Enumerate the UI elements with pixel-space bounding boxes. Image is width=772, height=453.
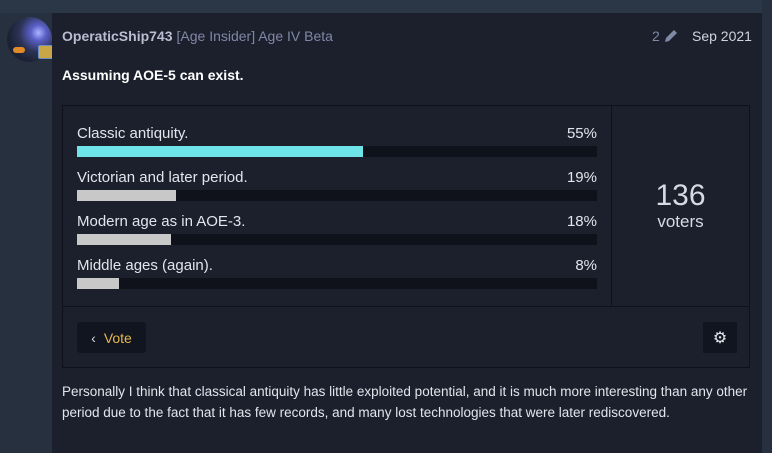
option-bar-fill xyxy=(77,278,119,289)
page-background xyxy=(762,0,772,453)
option-bar-track xyxy=(77,278,597,289)
option-label: Middle ages (again). xyxy=(77,257,213,274)
poll-settings-button[interactable]: ⚙ xyxy=(703,322,737,353)
gear-icon: ⚙ xyxy=(712,329,728,347)
poll-results: Classic antiquity. 55% Victorian and later… xyxy=(63,106,612,307)
option-bar-track xyxy=(77,190,597,201)
option-percent: 55% xyxy=(566,125,597,142)
option-bar-fill xyxy=(77,234,171,245)
poll-voters: 136 voters xyxy=(612,106,749,307)
post-body: Personally I think that classical antiqu… xyxy=(62,384,748,420)
option-label: Classic antiquity. xyxy=(77,125,189,142)
option-percent: 8% xyxy=(575,257,597,274)
option-percent: 18% xyxy=(566,213,597,230)
post-title: Assuming AOE-5 can exist. xyxy=(62,67,244,83)
option-bar-track xyxy=(77,146,597,157)
username[interactable]: OperaticShip743 xyxy=(62,28,173,44)
pencil-icon xyxy=(664,30,677,42)
user-flair: [Age Insider] Age IV Beta xyxy=(176,28,333,44)
poll-option: Victorian and later period. 19% xyxy=(77,169,597,201)
vote-button[interactable]: ‹ Vote xyxy=(77,322,146,353)
option-bar-track xyxy=(77,234,597,245)
post-author: OperaticShip743 [Age Insider] Age IV Beta xyxy=(62,28,333,44)
poll: Classic antiquity. 55% Victorian and later… xyxy=(62,105,750,368)
poll-option: Classic antiquity. 55% xyxy=(77,125,597,157)
edit-history-button[interactable]: 2 xyxy=(652,28,678,44)
vote-label: Vote xyxy=(103,329,132,346)
option-percent: 19% xyxy=(566,169,597,186)
edit-count: 2 xyxy=(652,28,660,44)
avatar[interactable] xyxy=(7,17,52,62)
option-label: Victorian and later period. xyxy=(77,169,248,186)
page-header-strip xyxy=(0,0,772,13)
voters-count: 136 xyxy=(655,179,706,212)
option-label: Modern age as in AOE-3. xyxy=(77,213,246,230)
option-bar-fill xyxy=(77,190,176,201)
poll-option: Middle ages (again). 8% xyxy=(77,257,597,289)
post-date[interactable]: Sep 2021 xyxy=(692,28,752,44)
voters-label: voters xyxy=(657,212,704,231)
poll-option: Modern age as in AOE-3. 18% xyxy=(77,213,597,245)
option-bar-fill xyxy=(77,146,363,157)
forum-post: OperaticShip743 [Age Insider] Age IV Beta… xyxy=(52,13,762,453)
chevron-left-icon: ‹ xyxy=(91,329,96,346)
